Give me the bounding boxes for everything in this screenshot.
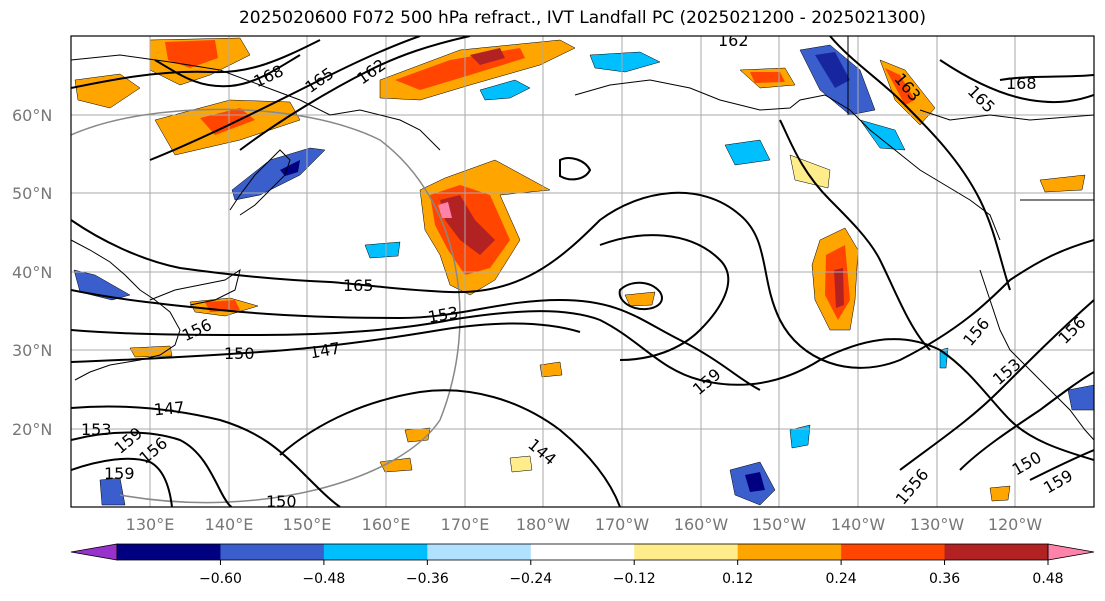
shade-region (440, 195, 495, 255)
longitude-label: 150°E (283, 515, 332, 534)
shade-region (438, 202, 452, 218)
contour-label: 147 (153, 398, 185, 420)
longitude-label: 130°E (126, 515, 175, 534)
colorbar-segment (427, 544, 532, 560)
longitude-axis: 130°E 140°E 150°E 160°E 170°E 180°W 170°… (126, 515, 1043, 534)
colorbar-tick-label: 0.36 (929, 571, 960, 587)
contour-label: 150 (224, 344, 255, 363)
longitude-label: 160°E (362, 515, 411, 534)
contour-label: 162 (718, 31, 749, 50)
shade-region (815, 52, 850, 88)
colorbar-segment (220, 544, 325, 560)
shade-region (231, 147, 326, 201)
contour-label: 150 (266, 492, 297, 511)
latitude-label: 40°N (12, 263, 52, 282)
colorbar-ticks: −0.60 −0.48 −0.36 −0.24 −0.12 0.12 0.24 0.36 0.4… (199, 560, 1064, 587)
latitude-label: 60°N (12, 106, 52, 125)
colorbar-segment (634, 544, 739, 560)
colorbar-segments (117, 544, 1049, 560)
colorbar-outline (116, 543, 1049, 561)
colorbar-tick-label: −0.48 (302, 571, 345, 587)
map-frame (70, 35, 1095, 508)
longitude-label: 150°W (752, 515, 807, 534)
height-contours (71, 36, 1094, 507)
longitude-label: 180°W (516, 515, 571, 534)
colorbar-tick-label: 0.12 (722, 571, 753, 587)
shade-region (404, 427, 431, 443)
colorbar-segment (323, 544, 428, 560)
shade-region (989, 485, 1011, 502)
colorbar-segment (737, 544, 842, 560)
contour-label: 168 (1006, 74, 1037, 93)
contour-label: 153 (81, 420, 112, 439)
shade-region (750, 72, 785, 83)
colorbar-right-extension (1047, 543, 1095, 561)
shade-region (509, 455, 533, 473)
longitude-label: 120°W (988, 515, 1043, 534)
shade-region (1039, 174, 1086, 193)
latitude-label: 50°N (12, 184, 52, 203)
shade-region (379, 457, 413, 473)
shade-region (364, 241, 401, 259)
shade-region (724, 139, 771, 166)
latitude-label: 30°N (12, 341, 52, 360)
shade-region (589, 51, 661, 73)
latitude-label: 20°N (12, 420, 52, 439)
radius-circle (71, 108, 461, 504)
contour-label: 159 (104, 464, 135, 483)
shade-region (74, 73, 141, 109)
longitude-label: 140°W (831, 515, 886, 534)
colorbar-tick-label: −0.12 (613, 571, 656, 587)
shade-region (479, 79, 531, 101)
shade-region (859, 119, 906, 151)
longitude-label: 160°W (674, 515, 729, 534)
shade-region (470, 48, 505, 65)
colorbar-segment (841, 544, 946, 560)
shade-region (624, 291, 656, 307)
colorbar-left-extension (70, 543, 118, 561)
map-title: 2025020600 F072 500 hPa refract., IVT La… (238, 8, 926, 28)
longitude-label: 170°W (595, 515, 650, 534)
shade-region (165, 40, 218, 68)
longitude-label: 170°E (441, 515, 490, 534)
contour-label: 165 (343, 276, 374, 295)
colorbar-tick-label: 0.48 (1032, 571, 1063, 587)
shade-region (789, 154, 831, 189)
colorbar: −0.60 −0.48 −0.36 −0.24 −0.12 0.12 0.24 0.36 0.4… (70, 543, 1095, 587)
longitude-label: 140°E (205, 515, 254, 534)
latitude-axis: 60°N 50°N 40°N 30°N 20°N (12, 106, 52, 439)
shade-region (539, 361, 563, 378)
longitude-label: 130°W (910, 515, 965, 534)
colorbar-tick-label: −0.36 (406, 571, 449, 587)
colorbar-segment (117, 544, 221, 560)
shade-region (745, 472, 765, 492)
shade-region (1067, 384, 1094, 411)
shade-region (834, 268, 844, 308)
colorbar-segment (944, 544, 1049, 560)
shade-region (99, 477, 126, 506)
shade-region (280, 160, 300, 176)
colorbar-tick-label: −0.24 (509, 571, 552, 587)
colorbar-segment (530, 544, 635, 560)
shade-region (789, 424, 811, 449)
colorbar-tick-label: 0.24 (826, 571, 857, 587)
shade-region (885, 68, 915, 105)
colorbar-tick-label: −0.60 (199, 571, 242, 587)
